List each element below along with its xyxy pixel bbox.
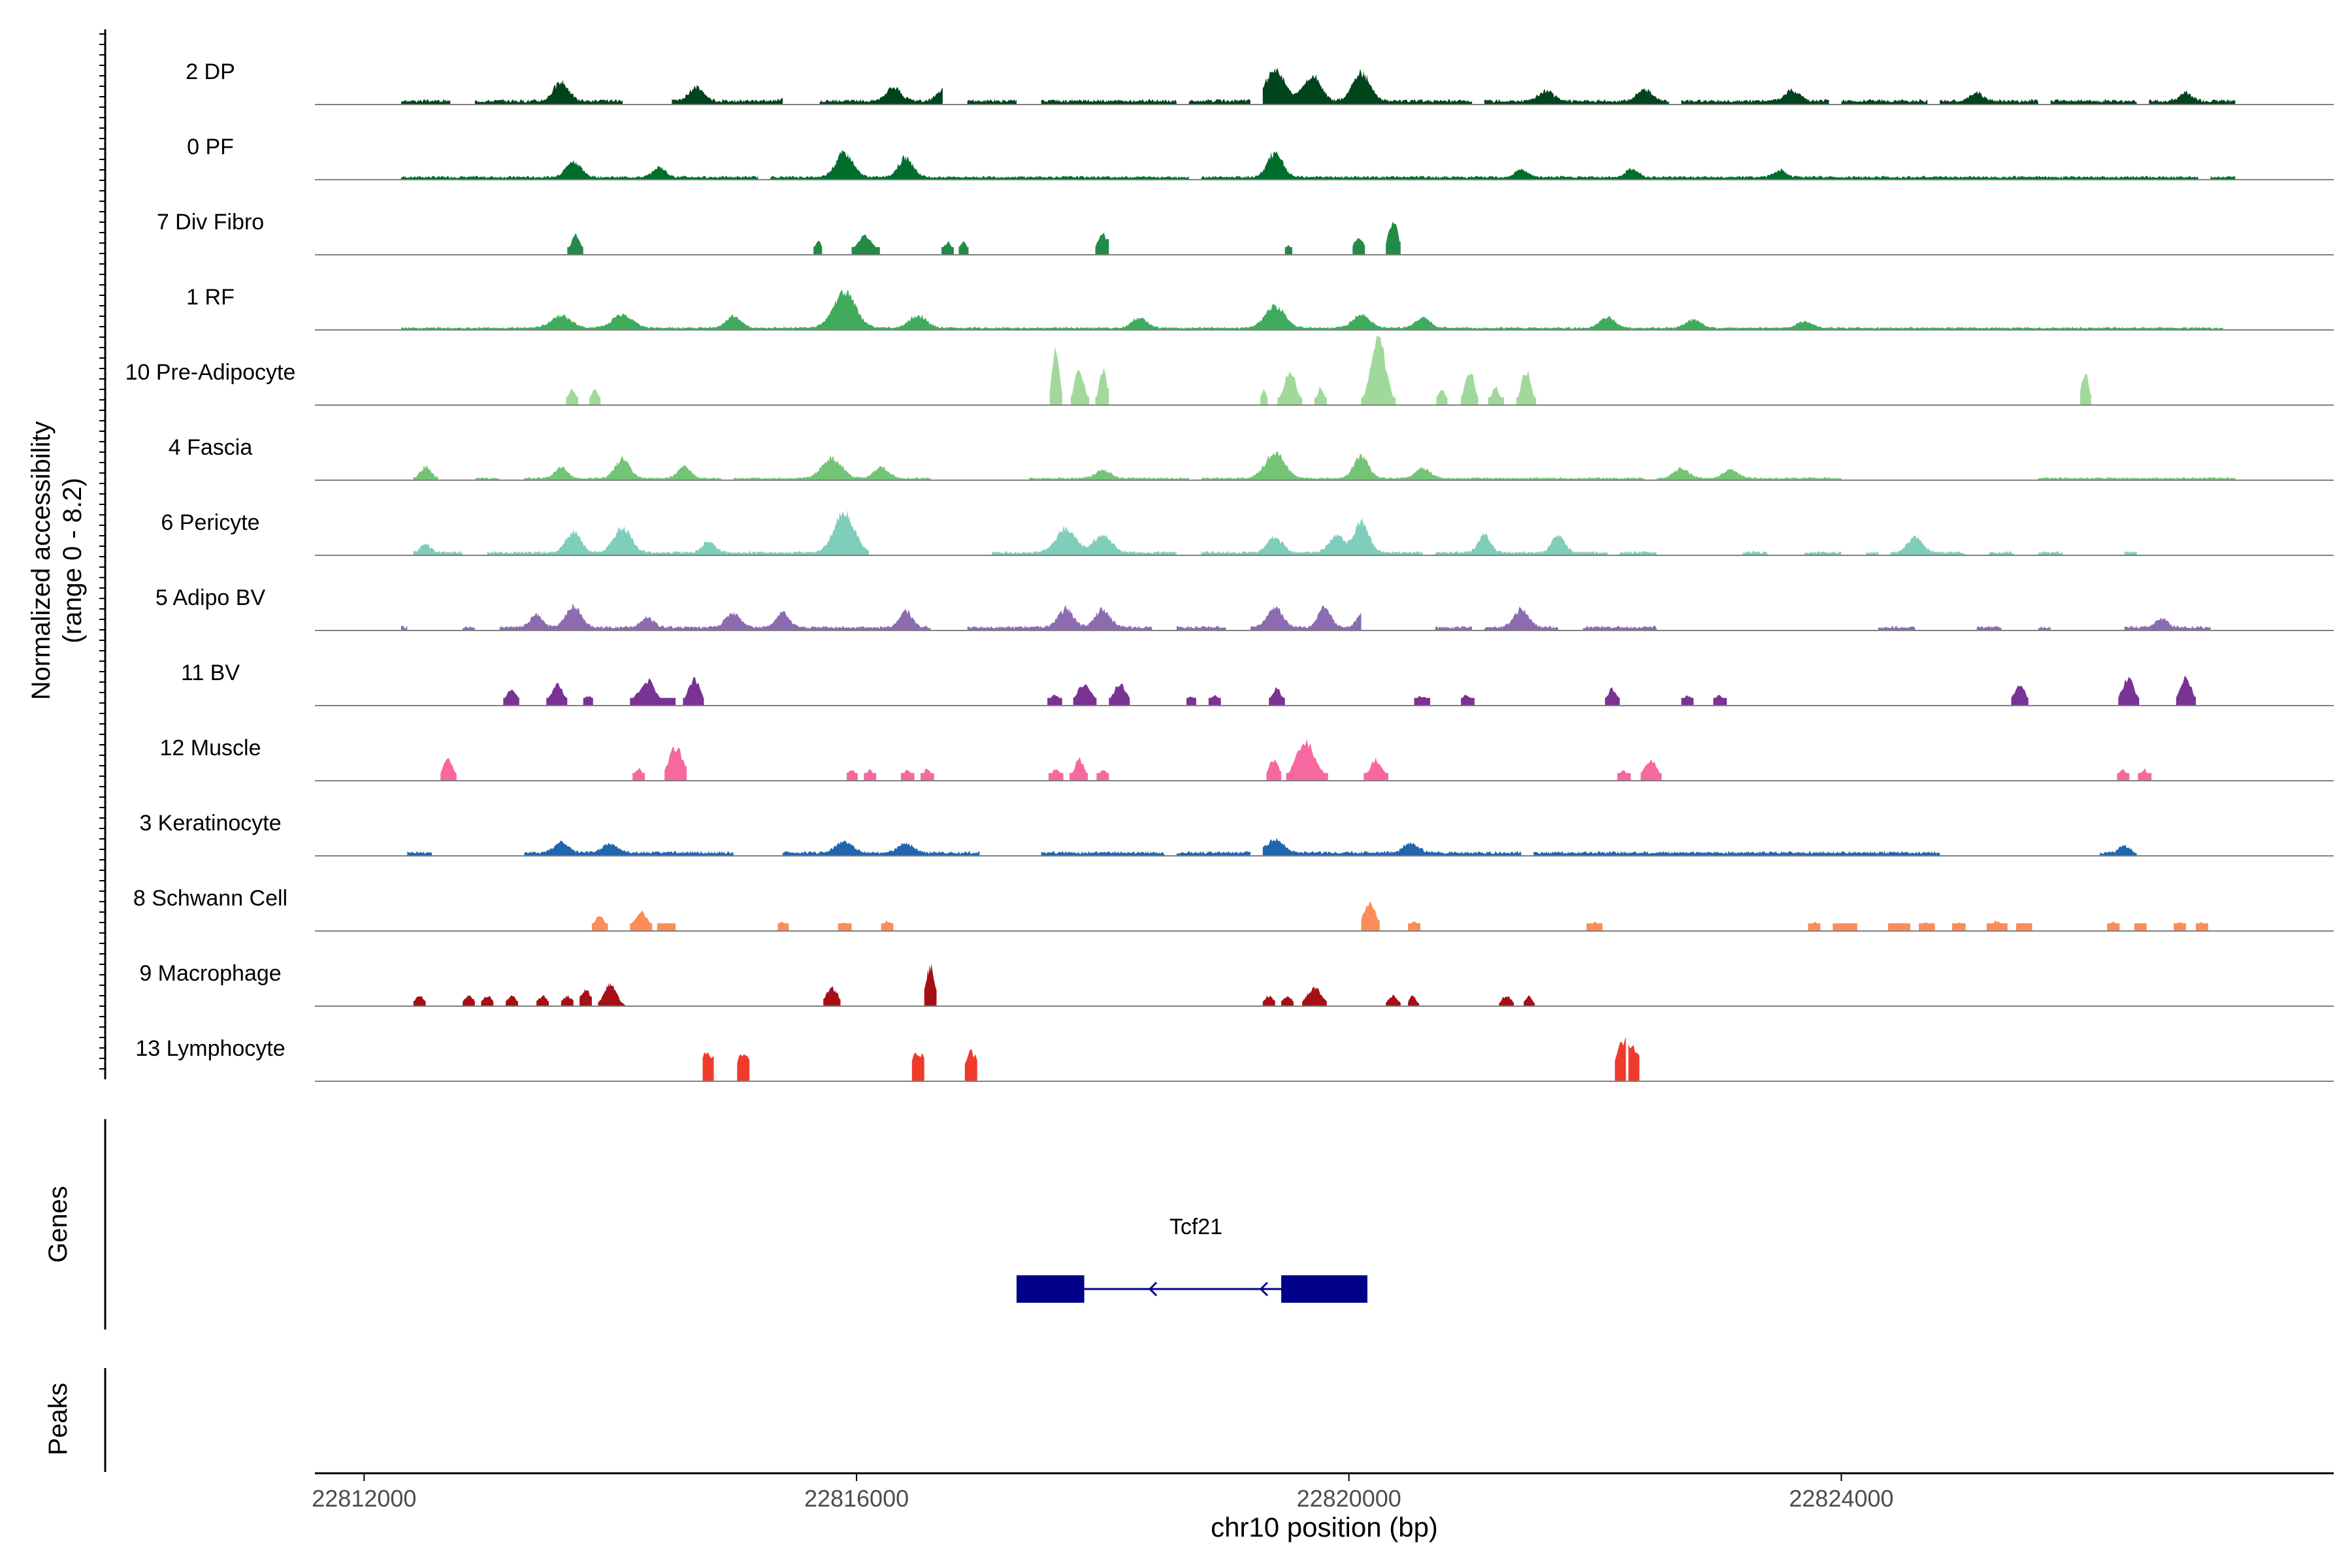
- coverage-area: [566, 335, 2091, 405]
- y-axis-title-line2: (range 0 - 8.2): [58, 478, 87, 643]
- peaks-panel-label: Peaks: [44, 1382, 73, 1455]
- coverage-y-ticks: [99, 33, 105, 1070]
- track-11-bv: 11 BV: [181, 661, 2334, 706]
- track-1-rf: 1 RF: [186, 285, 2334, 331]
- coverage-area: [591, 901, 2208, 931]
- track-label: 5 Adipo BV: [155, 585, 266, 610]
- track-label: 8 Schwann Cell: [133, 886, 287, 911]
- track-label: 3 Keratinocyte: [139, 811, 281, 836]
- track-label: 1 RF: [186, 285, 235, 310]
- genes-panel-label: Genes: [44, 1186, 73, 1263]
- coverage-area: [413, 964, 1535, 1006]
- x-axis-ticks: 22812000 22816000 22820000 22824000: [312, 1473, 1893, 1512]
- track-13-lymphocyte: 13 Lymphocyte: [135, 1036, 2334, 1082]
- track-10-pre-adipocyte: 10 Pre-Adipocyte: [125, 335, 2334, 406]
- track-2-dp: 2 DP: [186, 59, 2334, 105]
- track-9-macrophage: 9 Macrophage: [139, 961, 2334, 1007]
- strand-arrow: [1259, 1281, 1268, 1297]
- coverage-area: [567, 221, 1401, 255]
- track-label: 6 Pericyte: [161, 510, 259, 535]
- gene-exon: [1016, 1275, 1085, 1303]
- coverage-tracks: 2 DP 0 PF 7 Div Fibro 1 RF 10 Pre-Adipocyte 4…: [125, 59, 2334, 1082]
- track-label: 9 Macrophage: [139, 961, 281, 986]
- coverage-area: [413, 451, 2236, 480]
- x-tick-label: 22824000: [1789, 1485, 1893, 1512]
- gene-model: Tcf21: [1016, 1215, 1367, 1303]
- track-0-pf: 0 PF: [187, 135, 2334, 180]
- track-label: 7 Div Fibro: [157, 210, 264, 235]
- track-5-adipo-bv: 5 Adipo BV: [155, 585, 2334, 631]
- track-label: 13 Lymphocyte: [135, 1036, 285, 1061]
- track-7-div-fibro: 7 Div Fibro: [157, 210, 2334, 255]
- track-label: 10 Pre-Adipocyte: [125, 360, 296, 385]
- y-axis-title-line1: Normalized accessibility: [27, 421, 56, 700]
- track-6-pericyte: 6 Pericyte: [161, 510, 2334, 556]
- coverage-area: [413, 510, 2137, 555]
- track-label: 11 BV: [181, 661, 240, 685]
- x-tick-label: 22812000: [312, 1485, 416, 1512]
- coverage-area: [400, 603, 2211, 630]
- track-label: 2 DP: [186, 59, 235, 84]
- x-tick-label: 22820000: [1297, 1485, 1401, 1512]
- gene-name-label: Tcf21: [1169, 1215, 1222, 1239]
- coverage-area: [440, 739, 2152, 781]
- gene-exon: [1281, 1275, 1367, 1303]
- track-label: 0 PF: [187, 135, 234, 159]
- track-8-schwann-cell: 8 Schwann Cell: [133, 886, 2334, 932]
- coverage-area: [702, 1038, 1640, 1081]
- coverage-area: [400, 289, 2223, 330]
- coverage-area: [407, 838, 2137, 856]
- x-tick-label: 22816000: [804, 1485, 909, 1512]
- coverage-area: [400, 150, 2236, 180]
- track-label: 4 Fascia: [169, 435, 253, 460]
- track-3-keratinocyte: 3 Keratinocyte: [139, 811, 2334, 857]
- track-label: 12 Muscle: [160, 736, 261, 760]
- track-4-fascia: 4 Fascia: [169, 435, 2334, 481]
- strand-arrow: [1148, 1281, 1158, 1297]
- x-axis-title: chr10 position (bp): [1211, 1512, 1438, 1543]
- coverage-area: [400, 68, 2236, 105]
- track-12-muscle: 12 Muscle: [160, 736, 2334, 781]
- coverage-area: [503, 676, 2196, 706]
